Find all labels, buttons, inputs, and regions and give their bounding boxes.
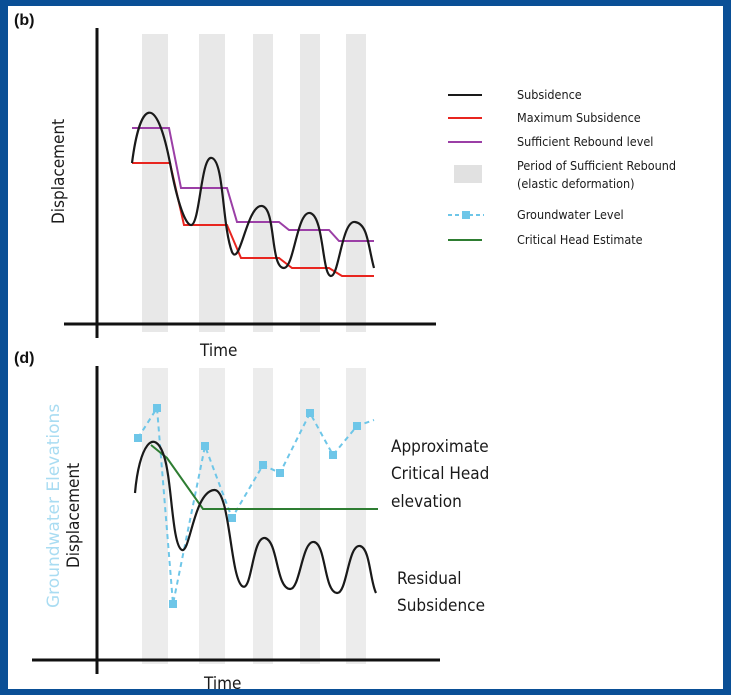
panel-d-critical-head-line: [150, 444, 378, 510]
rebound-band: [346, 34, 366, 332]
panel-d-secondary-y-axis-label: Groundwater Elevations: [44, 404, 64, 608]
legend-label: Maximum Subsidence: [517, 110, 641, 125]
panel-d-x-axis-label: Time: [203, 674, 241, 689]
rebound-band: [199, 368, 225, 664]
rebound-band: [300, 368, 320, 664]
legend: Subsidence Maximum Subsidence Sufficient…: [448, 87, 676, 247]
legend-label: Critical Head Estimate: [517, 232, 643, 247]
figure-frame: Subsidence Maximum Subsidence Sufficient…: [8, 6, 723, 689]
groundwater-marker: [134, 434, 142, 442]
panel-b-sufficient-rebound-line: [132, 127, 374, 242]
groundwater-marker: [169, 600, 177, 608]
annotation-line: elevation: [391, 492, 462, 512]
rebound-band: [142, 34, 168, 332]
annotation-line: Approximate: [391, 437, 489, 457]
panel-d-subsidence-curve: [133, 440, 378, 595]
panel-d-label: (d): [14, 350, 34, 367]
annotation-line: Subsidence: [397, 596, 485, 616]
rebound-band: [253, 34, 273, 332]
residual-subsidence-annotation: Residual Subsidence: [397, 569, 485, 616]
panel-b-x-axis-label: Time: [199, 341, 237, 361]
panel-b-label: (b): [14, 12, 34, 29]
panel-b-subsidence-curve: [130, 111, 376, 278]
rebound-band: [346, 368, 366, 664]
figure-canvas: Subsidence Maximum Subsidence Sufficient…: [14, 12, 676, 689]
groundwater-marker: [306, 409, 314, 417]
critical-head-annotation: Approximate Critical Head elevation: [391, 437, 489, 512]
groundwater-marker: [228, 514, 236, 522]
legend-label: Subsidence: [517, 87, 582, 102]
rebound-band: [253, 368, 273, 664]
panel-b-y-axis-label: Displacement: [49, 119, 69, 224]
legend-rebound-period-icon: [454, 165, 482, 183]
legend-groundwater-marker-icon: [462, 211, 470, 219]
rebound-bands-top: [142, 34, 366, 332]
annotation-line: Residual: [397, 569, 462, 589]
rebound-band: [300, 34, 320, 332]
rebound-bands-bottom: [142, 368, 366, 664]
legend-label: (elastic deformation): [517, 176, 635, 191]
panel-d-groundwater-markers: [134, 404, 361, 608]
legend-label: Sufficient Rebound level: [517, 134, 653, 149]
groundwater-marker: [276, 469, 284, 477]
annotation-line: Critical Head: [391, 464, 489, 484]
legend-label: Groundwater Level: [517, 207, 624, 222]
rebound-band: [142, 368, 168, 664]
legend-label: Period of Sufficient Rebound: [517, 158, 676, 173]
groundwater-marker: [153, 404, 161, 412]
groundwater-marker: [259, 461, 267, 469]
groundwater-marker: [329, 451, 337, 459]
groundwater-marker: [201, 442, 209, 450]
panel-d-y-axis-label: Displacement: [64, 463, 84, 568]
groundwater-marker: [353, 422, 361, 430]
